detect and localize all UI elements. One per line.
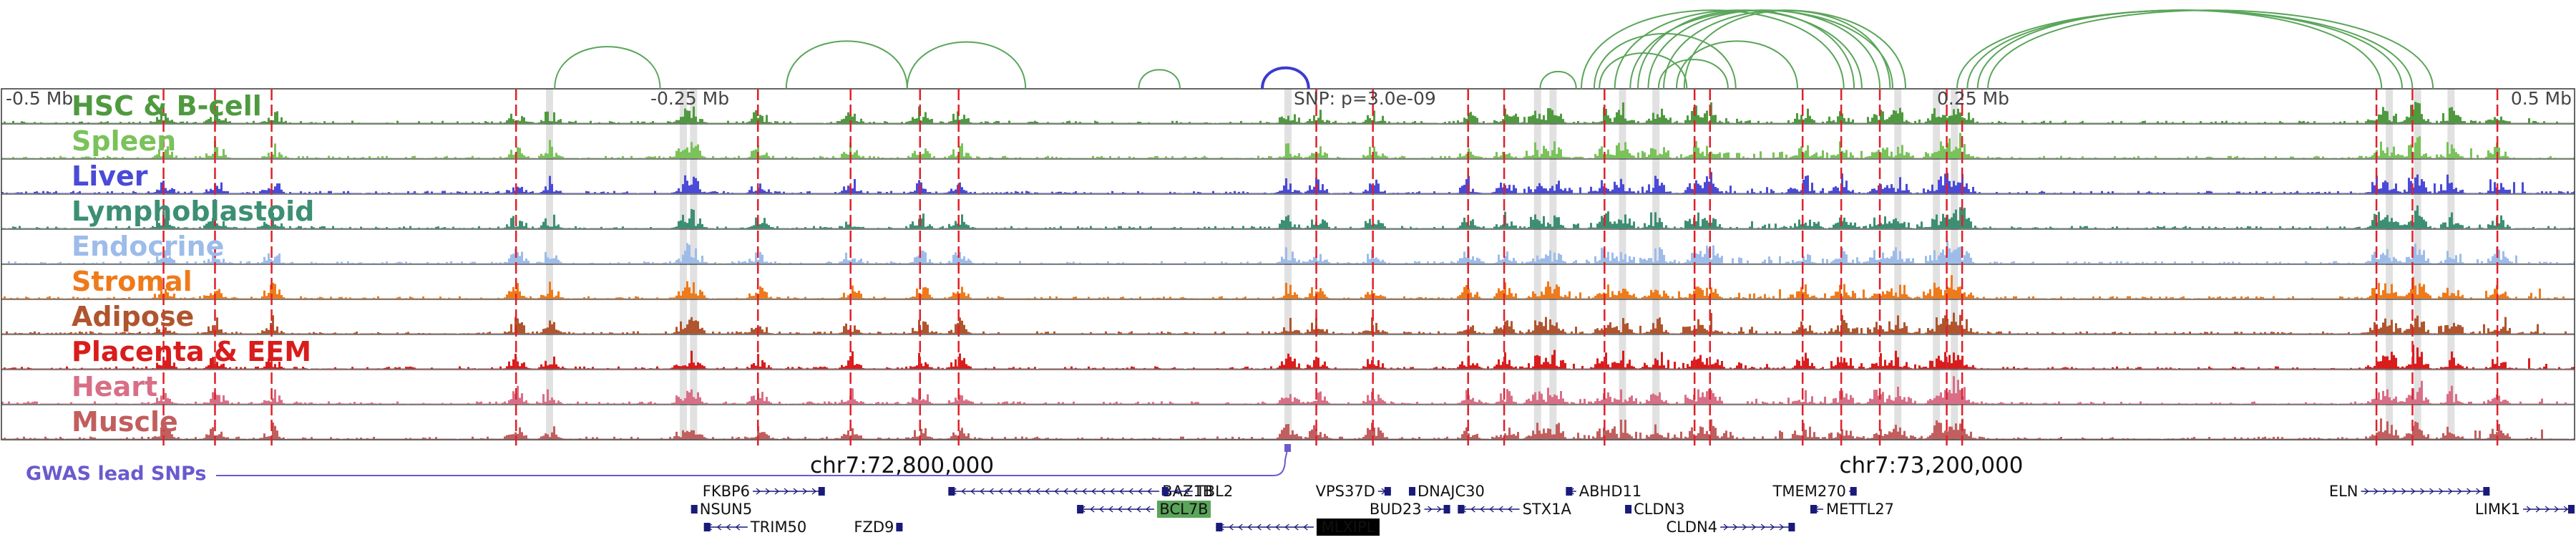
gene-label: DNAJC30 (1418, 483, 1485, 500)
gene-bcl7b: BCL7B (1077, 501, 1211, 518)
track-label: Lymphoblastoid (72, 196, 314, 227)
gene-label: FZD9 (854, 519, 894, 536)
gene-label: TMEM270 (1772, 483, 1846, 500)
loop-arc (1683, 9, 1891, 90)
gene-label: TBL2 (1195, 483, 1233, 500)
loop-arc (1138, 69, 1181, 90)
loop-arc (1676, 40, 1799, 90)
track-label: Heart (72, 371, 157, 402)
gene-cldn3: CLDN3 (1625, 501, 1685, 518)
track-frames (1, 88, 2575, 440)
gene-tbl2: TBL2 (1161, 483, 1233, 500)
gene-label: ABHD11 (1579, 483, 1641, 500)
gene-label: CLDN4 (1667, 519, 1718, 536)
gwas-snp-marker (1284, 444, 1291, 452)
gene-tmem270: TMEM270 (1772, 483, 1857, 500)
gene-label: METTL27 (1826, 501, 1894, 518)
gene-label: CLDN3 (1634, 501, 1685, 518)
gene-label: MLXIPL (1322, 519, 1375, 536)
track-label: Endocrine (72, 231, 224, 262)
gene-label: BCL7B (1159, 501, 1208, 518)
gene-label: BUD23 (1370, 501, 1422, 518)
gene-fzd9: FZD9 (854, 519, 903, 536)
gene-highlight-box (1157, 501, 1211, 518)
coordinate-axis: chr7:72,800,000 chr7:73,200,000 (810, 453, 2024, 478)
signal-adipose (1, 312, 2575, 334)
gene-fkbp6: FKBP6 (703, 483, 825, 500)
loop-arc (1599, 52, 1688, 90)
track-label: Stromal (72, 266, 192, 297)
loop-arc (1976, 9, 2383, 90)
gene-abhd11: ABHD11 (1566, 483, 1641, 500)
gene-trim50: TRIM50 (703, 519, 806, 536)
coordinate-label: chr7:73,200,000 (1839, 453, 2023, 478)
signal-lymphoblastoid (1, 205, 2575, 228)
gwas-lead-snps: GWAS lead SNPs (26, 444, 1291, 485)
position-label: -0.5 Mb (6, 88, 73, 109)
gene-dnajc30: DNAJC30 (1409, 483, 1485, 500)
snp-loop-arc (1261, 66, 1310, 90)
gene-label: ELN (2329, 483, 2358, 500)
signal-muscle (1, 418, 2575, 439)
track-label: Muscle (72, 406, 178, 438)
loop-arc (785, 40, 908, 90)
snp-pvalue-label: SNP: p=3.0e-09 (1294, 88, 1436, 109)
loop-arc (1614, 9, 1863, 90)
position-labels: SNP: p=3.0e-09 -0.5 Mb -0.25 Mb 0.25 Mb 0.5… (6, 88, 2572, 109)
loop-arc (906, 41, 1027, 90)
red-dashed-markers (162, 89, 2499, 445)
gene-bud23: BUD23 (1370, 501, 1450, 518)
gene-mlxipl: MLXIPL (1216, 519, 1380, 536)
signal-hsc-b-cell (1, 102, 2575, 123)
chromatin-loops (554, 9, 2434, 90)
gene-label: TRIM50 (750, 519, 806, 536)
gene-nsun5: NSUN5 (691, 501, 752, 518)
signal-liver (1, 172, 2575, 193)
gene-label: LIMK1 (2475, 501, 2520, 518)
gene-cldn4: CLDN4 (1667, 519, 1795, 536)
gene-mettl27: METTL27 (1810, 501, 1894, 518)
gene-highlight-box (1316, 519, 1380, 536)
position-label: -0.25 Mb (650, 88, 729, 109)
loop-arc (1966, 9, 2404, 90)
gene-label: STX1A (1523, 501, 1572, 518)
signal-heart (1, 376, 2575, 404)
position-label: 0.5 Mb (2511, 88, 2572, 109)
signal-spleen (1, 132, 2575, 158)
coordinate-label: chr7:72,800,000 (810, 453, 994, 478)
gene-label: VPS37D (1316, 483, 1375, 500)
gene-vps37d: VPS37D (1316, 483, 1391, 500)
signal-stromal (1, 275, 2575, 299)
loop-arc (1956, 9, 2414, 90)
track-label: Placenta & EEM (72, 336, 311, 367)
track-label: HSC & B-cell (72, 90, 262, 122)
gene-stx1a: STX1A (1458, 501, 1572, 518)
gene-eln: ELN (2329, 483, 2490, 500)
loop-arc (1580, 9, 1845, 90)
loop-arc (1987, 9, 2434, 90)
loop-arc (1647, 9, 1881, 90)
track-label: Liver (72, 160, 148, 192)
gwas-lead-snps-label: GWAS lead SNPs (26, 463, 206, 485)
loop-arc (554, 46, 661, 90)
loop-arc (1657, 59, 1729, 90)
position-label: 0.25 Mb (1937, 88, 2009, 109)
track-label: Spleen (72, 125, 176, 157)
gene-label: FKBP6 (703, 483, 750, 500)
gene-label: NSUN5 (700, 501, 752, 518)
track-label: Adipose (72, 301, 194, 332)
gene-limk1: LIMK1 (2475, 501, 2575, 518)
gwas-connector (216, 446, 1289, 476)
loop-arc (1539, 71, 1577, 90)
signal-placenta-eem (1, 344, 2575, 369)
